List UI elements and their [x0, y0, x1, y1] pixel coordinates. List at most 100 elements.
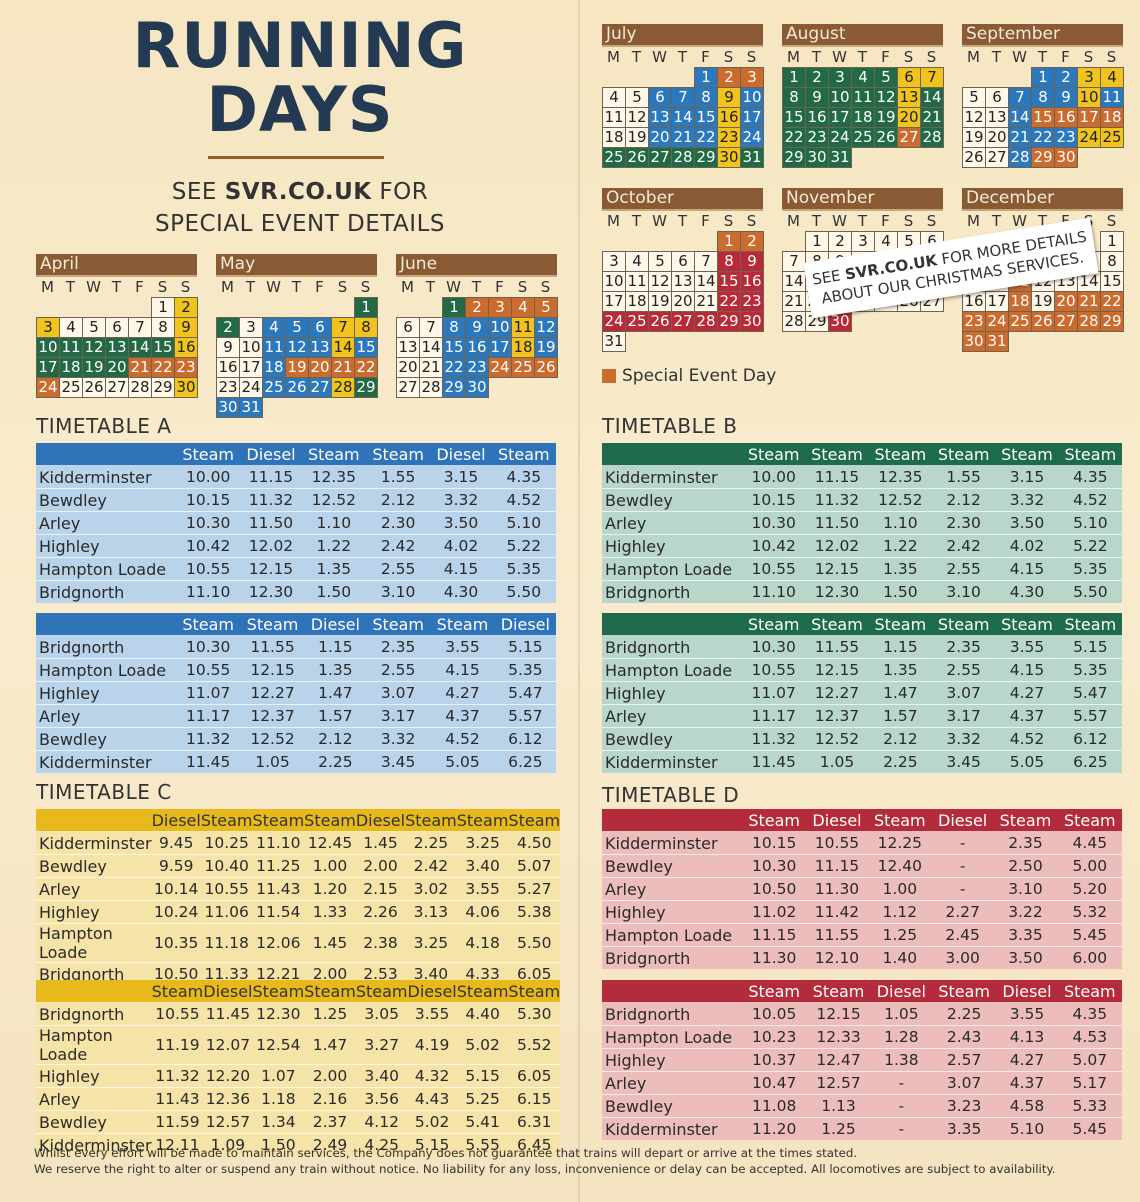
departure-time: 2.37	[304, 1110, 356, 1134]
departure-time: 12.15	[806, 1002, 871, 1026]
table-row: Highley 10.24 11.06 11.54 1.33 2.26 3.13 4.06 5.…	[36, 900, 561, 924]
departure-time: 10.15	[742, 831, 807, 855]
departure-time: 10.05	[742, 1002, 807, 1026]
calendar-day: 29	[694, 147, 718, 168]
empty-day	[419, 297, 443, 318]
departure-time: 11.55	[240, 635, 305, 659]
service-type: Steam	[240, 613, 305, 636]
departure-time: 4.27	[995, 681, 1059, 705]
calendar-day: 27	[671, 311, 695, 332]
table-row: Bridgnorth 10.30 11.55 1.15 2.35 3.55 5.15	[36, 635, 556, 659]
departure-time: 6.12	[1058, 727, 1122, 751]
calendar-day: 12	[534, 317, 558, 338]
station-name: Arley	[36, 877, 152, 901]
departure-time: 5.47	[1058, 681, 1122, 705]
calendar-day: 19	[625, 127, 649, 148]
calendar-day: 25	[511, 357, 535, 378]
weekday-label: F	[1061, 48, 1070, 66]
calendar-day: 31	[740, 147, 764, 168]
calendar-day: 5	[82, 317, 106, 338]
departure-time: 12.35	[868, 465, 932, 489]
calendar-day: 17	[1077, 107, 1101, 128]
calendar-day: 30	[465, 377, 489, 398]
calendar-day: 5	[648, 251, 672, 272]
calendar-day: 2	[740, 231, 764, 252]
calendar-day: 2	[717, 67, 741, 88]
calendar-day: 24	[488, 357, 512, 378]
departure-time: 4.15	[430, 658, 495, 682]
table-row: Arley 10.50 11.30 1.00-3.10 5.20	[602, 877, 1122, 901]
weekday-label: T	[245, 278, 256, 296]
service-type: Steam	[1058, 613, 1122, 636]
departure-time: 6.25	[1058, 750, 1122, 773]
departure-time: 1.50	[301, 580, 366, 603]
departure-time: 4.27	[996, 1048, 1058, 1072]
departure-time: 2.38	[355, 923, 406, 963]
departure-time: 2.53	[355, 962, 406, 985]
departure-time: 12.54	[252, 1025, 305, 1065]
departure-time: 5.41	[456, 1110, 509, 1134]
calendar-day: 18	[851, 107, 875, 128]
departure-time: 4.13	[996, 1025, 1058, 1049]
departure-time: 4.06	[456, 900, 509, 924]
service-type: Diesel	[870, 980, 932, 1003]
departure-time: 11.55	[806, 923, 868, 947]
service-type: Steam	[508, 980, 561, 1003]
calendar-day: 15	[354, 337, 378, 358]
service-type: Steam	[430, 613, 495, 636]
calendar-day: 14	[671, 107, 695, 128]
service-type: Steam	[151, 980, 204, 1003]
calendar-day: 21	[920, 107, 944, 128]
departure-time: 3.50	[430, 511, 492, 535]
calendar-day: 2	[216, 317, 240, 338]
calendar-day: 14	[1008, 107, 1032, 128]
weekday-label: M	[221, 278, 234, 296]
calendar-day: 9	[1054, 87, 1078, 108]
departure-time: 10.30	[742, 635, 806, 659]
departure-time: 12.47	[806, 1048, 871, 1072]
calendar-day: 11	[1100, 87, 1124, 108]
calendar-day: 18	[59, 357, 83, 378]
station-name: Bridgnorth	[602, 946, 742, 969]
calendar-day: 26	[648, 311, 672, 332]
table-row: Arley 10.30 11.50 1.10 2.30 3.50 5.10	[602, 511, 1122, 535]
calendar-day: 31	[239, 397, 263, 418]
station-name: Bridgnorth	[602, 635, 742, 659]
departure-time: 12.57	[806, 1071, 871, 1095]
departure-time: 11.18	[200, 923, 253, 963]
calendar-day: 31	[985, 331, 1009, 352]
station-name: Bewdley	[36, 1110, 152, 1134]
departure-time: 4.45	[1057, 831, 1122, 855]
calendar-day: 26	[962, 147, 986, 168]
departure-time: 12.20	[203, 1064, 253, 1088]
calendar-day: 3	[851, 231, 875, 252]
station-name: Bridgnorth	[36, 1002, 152, 1026]
weekday-label: S	[540, 278, 551, 296]
departure-time: 4.58	[996, 1094, 1058, 1118]
calendar-day: 18	[1100, 107, 1124, 128]
departure-time: 5.20	[1057, 877, 1122, 901]
empty-day	[671, 67, 695, 88]
departure-time: 6.45	[508, 1133, 561, 1156]
calendar-may: May M T W T F S S 1 2 3 4 5 6 7 8 9 10 11 12 13 14 15 16 17 18 19 2…	[216, 254, 378, 418]
svr-link[interactable]: SVR.CO.UK	[224, 179, 372, 205]
departure-time: 2.25	[931, 1002, 997, 1026]
calendar-day: 14	[419, 337, 443, 358]
departure-time: 10.15	[176, 488, 241, 512]
departure-time: 12.15	[805, 557, 869, 581]
legend: Special Event Day	[602, 366, 776, 386]
departure-time: 1.38	[870, 1048, 932, 1072]
calendar-day: 4	[851, 67, 875, 88]
calendar-day: 22	[354, 357, 378, 378]
calendar-day: 19	[1031, 291, 1055, 312]
departure-time: 3.56	[355, 1087, 408, 1111]
table-row: Bewdley 11.08 1.13-3.23 4.58 5.33	[602, 1094, 1122, 1118]
departure-time: 11.50	[240, 511, 302, 535]
departure-time: 6.05	[508, 1064, 561, 1088]
departure-time: 1.25	[304, 1002, 356, 1026]
calendar-day: 18	[625, 291, 649, 312]
departure-time: 5.07	[508, 854, 561, 878]
departure-time: 10.40	[200, 854, 253, 878]
departure-time: 4.15	[430, 557, 492, 581]
departure-time: 5.07	[1057, 1048, 1122, 1072]
